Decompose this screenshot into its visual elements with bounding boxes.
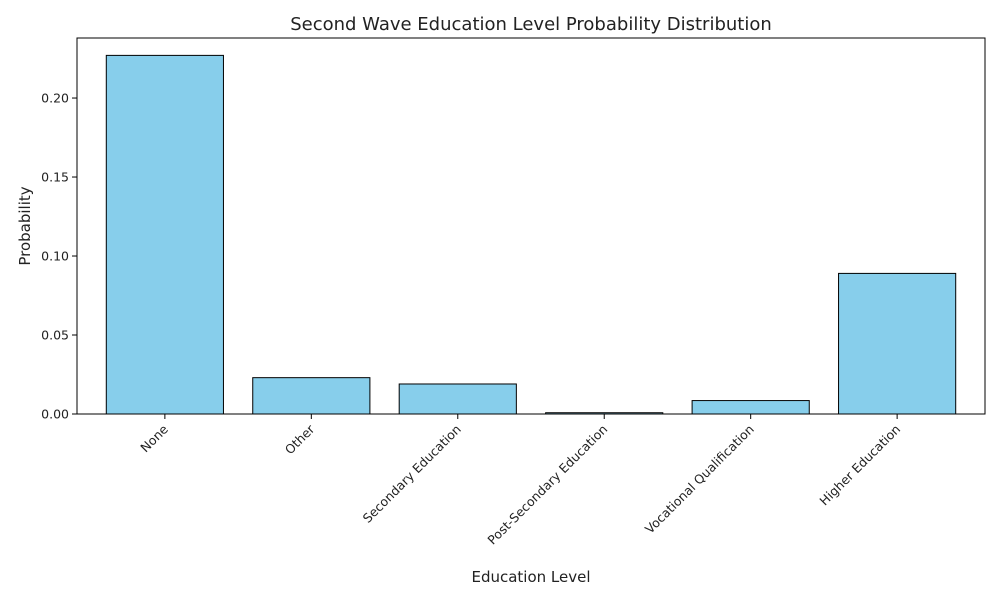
x-tick-label: Other xyxy=(282,421,318,457)
bar-vocational-qualification xyxy=(691,400,810,415)
y-axis: 0.00 0.05 0.10 0.15 0.20 xyxy=(41,91,77,422)
x-axis-label: Education Level xyxy=(471,568,590,586)
x-tick-label: Vocational Qualification xyxy=(642,422,757,537)
y-tick-label: 0.10 xyxy=(41,249,69,264)
bar-secondary-education xyxy=(398,383,517,415)
bar-higher-education xyxy=(838,272,957,415)
bar-other xyxy=(252,377,371,415)
y-tick-label: 0.15 xyxy=(41,170,69,185)
bar-none xyxy=(105,54,224,415)
x-tick-label: Higher Education xyxy=(816,422,903,509)
bars xyxy=(105,54,957,415)
y-tick-label: 0.05 xyxy=(41,328,69,343)
y-tick-label: 0.00 xyxy=(41,407,69,422)
x-axis: None Other Secondary Education Post-Seconda… xyxy=(137,414,903,547)
x-tick-label: Post-Secondary Education xyxy=(484,422,610,548)
y-tick-label: 0.20 xyxy=(41,91,69,106)
chart-title: Second Wave Education Level Probability … xyxy=(290,14,772,35)
y-axis-label: Probability xyxy=(16,186,34,265)
x-tick-label: Secondary Education xyxy=(360,422,464,526)
plot-frame xyxy=(76,37,986,415)
x-tick-label: None xyxy=(137,421,171,455)
